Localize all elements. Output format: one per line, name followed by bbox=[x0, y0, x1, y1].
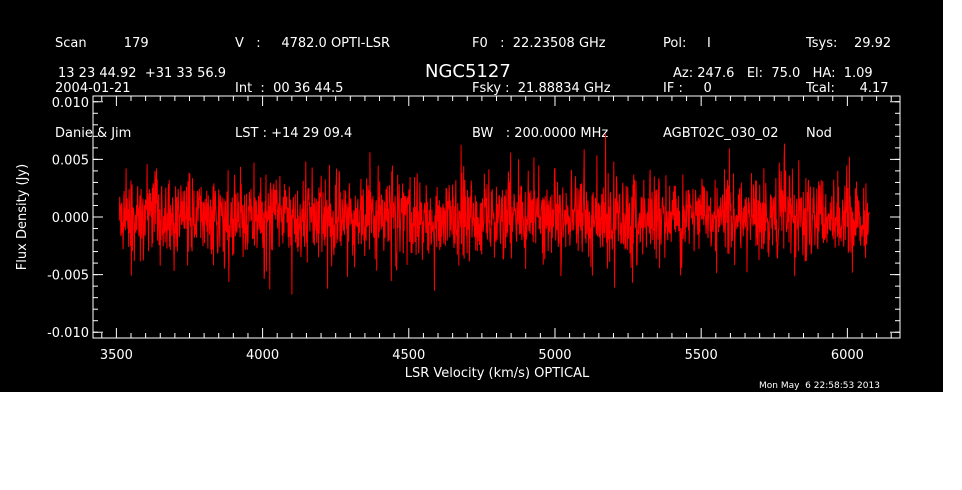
date-line: 2004-01-21 bbox=[55, 81, 131, 96]
axes-layer: -0.010 -0.005 0.000 0.005 0.010 3500 4000 4500 5… bbox=[47, 95, 901, 363]
header-col4: Pol: I IF : 0 AGBT02C_030_02 bbox=[663, 6, 779, 171]
spectrum-chart: -0.010 -0.005 0.000 0.005 0.010 3500 4000 4500 5… bbox=[15, 95, 901, 381]
source-coordinates: 13 23 44.92 +31 33 56.9 bbox=[58, 66, 227, 81]
az-el-ha: Az: 247.6 El: 75.0 HA: 1.09 bbox=[673, 66, 873, 81]
timestamp: Mon May 6 22:58:53 2013 bbox=[759, 381, 880, 391]
project-line: AGBT02C_030_02 bbox=[663, 126, 779, 141]
y-tick-label: -0.010 bbox=[47, 326, 89, 341]
x-axis-label: LSR Velocity (km/s) OPTICAL bbox=[405, 366, 590, 381]
polarization-line: Pol: I bbox=[663, 36, 711, 51]
lst-line: LST : +14 29 09.4 bbox=[235, 126, 353, 141]
x-tick-label: 4500 bbox=[392, 348, 425, 363]
x-tick-label: 4000 bbox=[246, 348, 279, 363]
object-name: NGC5127 bbox=[425, 61, 511, 82]
y-tick-label: 0.010 bbox=[52, 96, 89, 111]
integration-line: Int : 00 36 44.5 bbox=[235, 81, 344, 96]
velocity-line: V : 4782.0 OPTI-LSR bbox=[235, 36, 391, 51]
x-tick-label: 5000 bbox=[538, 348, 571, 363]
tsys-line: Tsys: 29.92 bbox=[806, 36, 892, 51]
if-line: IF : 0 bbox=[663, 81, 712, 96]
spectrum-trace-layer bbox=[118, 133, 870, 295]
tcal-line: Tcal: 4.17 bbox=[806, 81, 889, 96]
y-tick-label: 0.005 bbox=[52, 153, 89, 168]
bandwidth-line: BW : 200.0000 MHz bbox=[472, 126, 609, 141]
header-col1: Scan 179 2004-01-21 Danie & Jim bbox=[55, 6, 149, 171]
y-tick-label: 0.000 bbox=[52, 211, 89, 226]
plot-window: Scan 179 2004-01-21 Danie & Jim V : 4782… bbox=[0, 0, 943, 392]
header-col2: V : 4782.0 OPTI-LSR Int : 00 36 44.5 LST… bbox=[235, 6, 390, 171]
spectrum-trace bbox=[118, 133, 870, 295]
y-tick-label: -0.005 bbox=[47, 269, 89, 284]
scan-line: Scan 179 bbox=[55, 36, 149, 51]
header-col5: Tsys: 29.92 Tcal: 4.17 Nod bbox=[806, 6, 891, 171]
mode-line: Nod bbox=[806, 126, 832, 141]
header-col3: F0 : 22.23508 GHz Fsky : 21.88834 GHz BW… bbox=[472, 6, 611, 171]
sky-frequency-line: Fsky : 21.88834 GHz bbox=[472, 81, 611, 96]
x-tick-label: 3500 bbox=[100, 348, 133, 363]
x-tick-label: 5500 bbox=[685, 348, 718, 363]
x-tick-label: 6000 bbox=[831, 348, 864, 363]
observer-line: Danie & Jim bbox=[55, 126, 132, 141]
y-axis-label: Flux Density (Jy) bbox=[15, 164, 30, 270]
rest-frequency-line: F0 : 22.23508 GHz bbox=[472, 36, 606, 51]
